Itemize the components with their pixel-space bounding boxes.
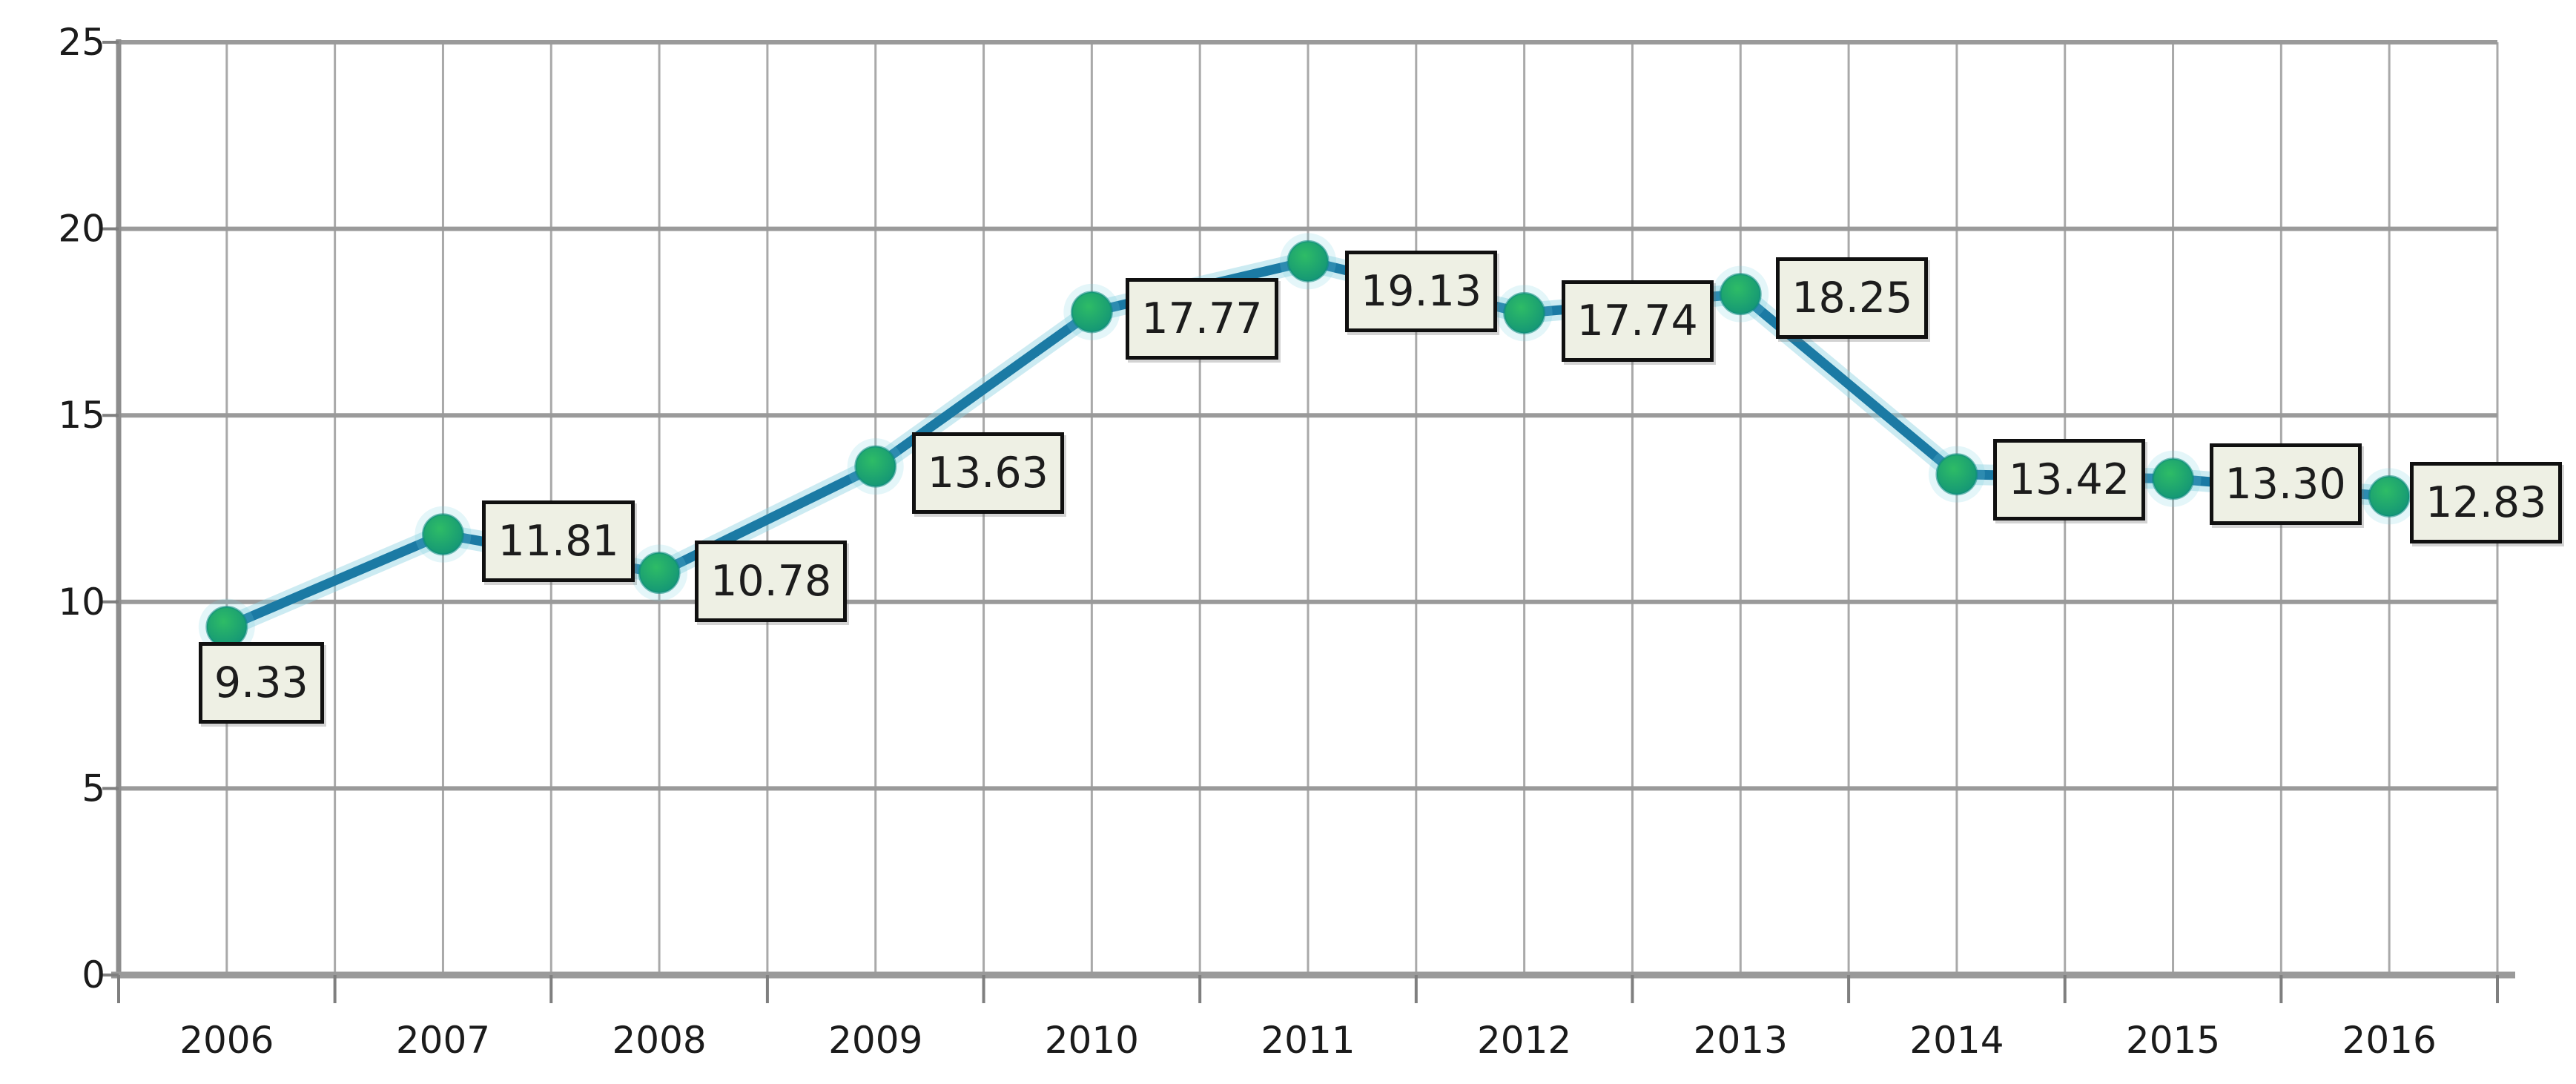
x-axis-category-label: 2014 [1909, 1019, 2004, 1062]
y-axis-tick-label: 25 [58, 21, 105, 64]
y-axis-tick-label: 20 [58, 208, 105, 251]
data-label: 13.42 [1992, 438, 2146, 520]
data-point-marker [1070, 291, 1113, 334]
data-point-marker [1719, 273, 1762, 316]
data-point-marker [421, 513, 464, 556]
x-axis-category-label: 2012 [1477, 1019, 1571, 1062]
data-label: 18.25 [1776, 257, 1929, 339]
data-label: 13.63 [911, 432, 1064, 515]
x-axis-category-label: 2010 [1045, 1019, 1139, 1062]
data-label: 10.78 [695, 540, 848, 622]
y-axis-tick-label: 5 [82, 767, 105, 810]
x-axis-category-label: 2015 [2126, 1019, 2220, 1062]
x-axis-category-label: 2006 [179, 1019, 274, 1062]
data-label: 9.33 [198, 641, 324, 724]
y-axis-tick-label: 0 [82, 954, 105, 997]
data-point-marker [638, 552, 681, 595]
x-axis-category-label: 2009 [828, 1019, 922, 1062]
data-label: 17.77 [1126, 277, 1278, 360]
data-point-marker [2368, 475, 2411, 518]
x-axis-category-label: 2016 [2342, 1019, 2437, 1062]
x-axis-category-label: 2013 [1694, 1019, 1788, 1062]
data-label: 17.74 [1561, 280, 1714, 363]
data-point-marker [1503, 291, 1546, 334]
data-point-marker [205, 606, 248, 649]
y-axis-tick-label: 10 [58, 581, 105, 624]
x-axis-category-label: 2007 [396, 1019, 490, 1062]
data-label: 12.83 [2410, 462, 2563, 544]
data-label: 13.30 [2209, 443, 2362, 525]
x-axis-category-label: 2008 [612, 1019, 706, 1062]
data-label: 11.81 [482, 500, 635, 582]
data-point-marker [1935, 453, 1978, 496]
y-axis-tick-label: 15 [58, 394, 105, 437]
data-label: 19.13 [1345, 251, 1498, 333]
data-point-marker [854, 445, 897, 488]
data-point-marker [1287, 239, 1330, 282]
data-point-marker [2152, 457, 2195, 500]
x-axis-category-label: 2011 [1261, 1019, 1355, 1062]
